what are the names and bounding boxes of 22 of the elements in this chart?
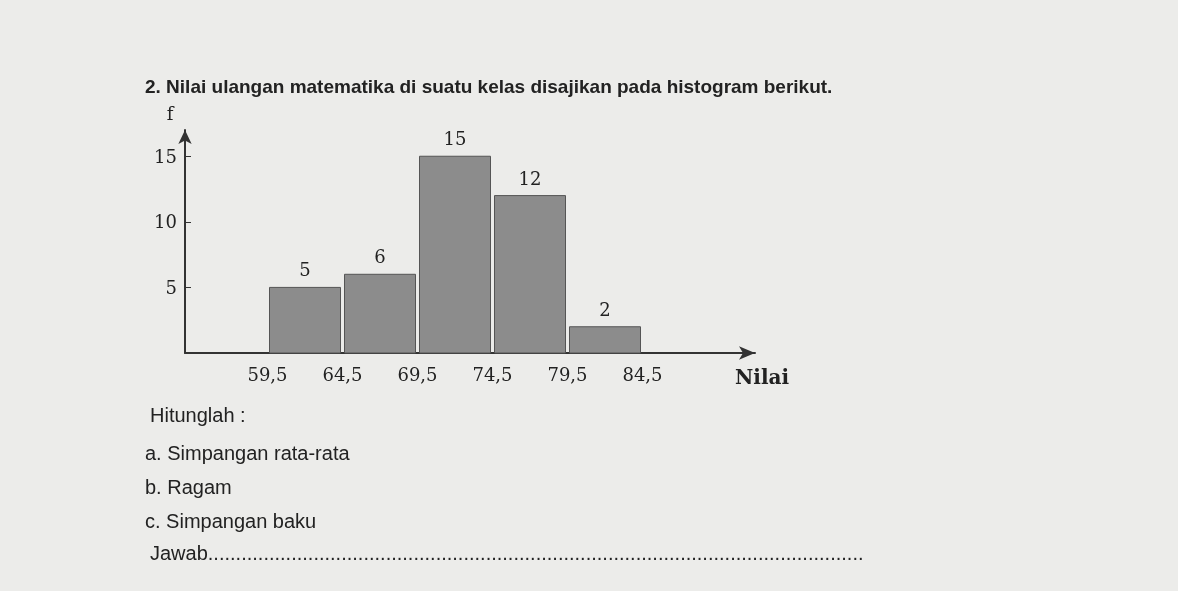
- text: c. Simpangan baku: [145, 510, 317, 532]
- y-axis-title: f: [166, 102, 175, 124]
- x-tick-label: 64,5: [322, 363, 363, 385]
- chart-title: 2. Nilai ulangan matematika di suatu kelas disajikan pada histogram berikut.: [145, 76, 833, 97]
- data-label: 12: [518, 167, 542, 189]
- text: a. Simpangan rata-rata: [145, 442, 351, 464]
- text: b. Ragam: [145, 476, 232, 498]
- x-tick-label: 69,5: [397, 363, 438, 385]
- text: Jawab......................................................................................................................: [150, 542, 864, 564]
- x-tick-label: 74,5: [472, 363, 513, 385]
- y-tick-label: 15: [154, 145, 177, 167]
- y-tick-label: 5: [165, 276, 177, 298]
- data-label: 5: [299, 259, 311, 281]
- x-tick-label: 84,5: [622, 363, 663, 385]
- y-tick-label: 10: [154, 211, 177, 233]
- data-label: 2: [599, 298, 611, 320]
- x-axis-title: Nilai: [735, 365, 790, 389]
- x-tick-label: 59,5: [247, 363, 288, 385]
- data-label: 6: [374, 246, 386, 268]
- text: Hitunglah :: [150, 404, 246, 426]
- x-tick-label: 79,5: [547, 363, 588, 385]
- data-label: 15: [443, 128, 467, 150]
